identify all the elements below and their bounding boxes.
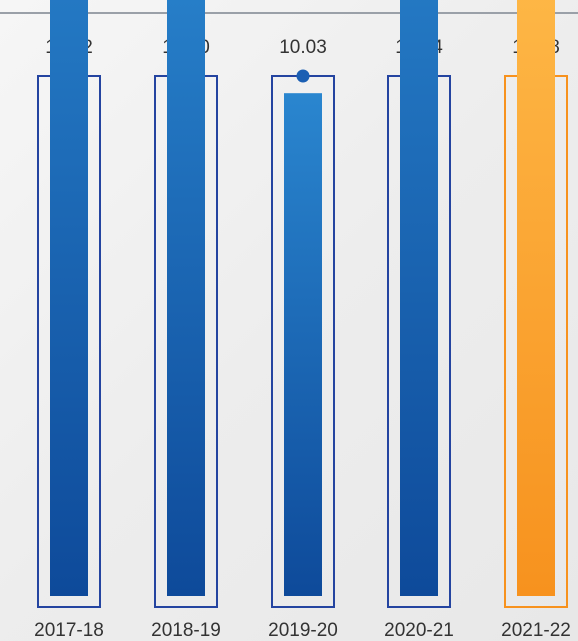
bar-2018-19 [167, 0, 205, 597]
bar-group-2018-19: 14.302018-19 [151, 0, 221, 641]
bar-group-2021-22: 15.582021-22 [501, 0, 571, 641]
bar-group-2019-20: 10.03 2019-20 [268, 37, 338, 641]
category-label-2017-18: 2017-18 [34, 620, 104, 641]
category-label-2018-19: 2018-19 [151, 620, 221, 641]
bar-2017-18 [50, 0, 88, 596]
bar-2021-22 [517, 0, 555, 597]
category-label-2020-21: 2020-21 [384, 620, 454, 641]
bar-dot-2019-20 [296, 69, 310, 83]
bar-group-2017-18: 16.222017-18 [34, 0, 104, 641]
value-label-2019-20: 10.03 [279, 37, 327, 58]
bar-2020-21 [400, 0, 438, 596]
category-label-2019-20: 2019-20 [268, 620, 338, 641]
category-label-2021-22: 2021-22 [501, 620, 571, 641]
bar-2019-20 [284, 93, 322, 597]
bar-group-2020-21: 16.342020-21 [384, 0, 454, 641]
